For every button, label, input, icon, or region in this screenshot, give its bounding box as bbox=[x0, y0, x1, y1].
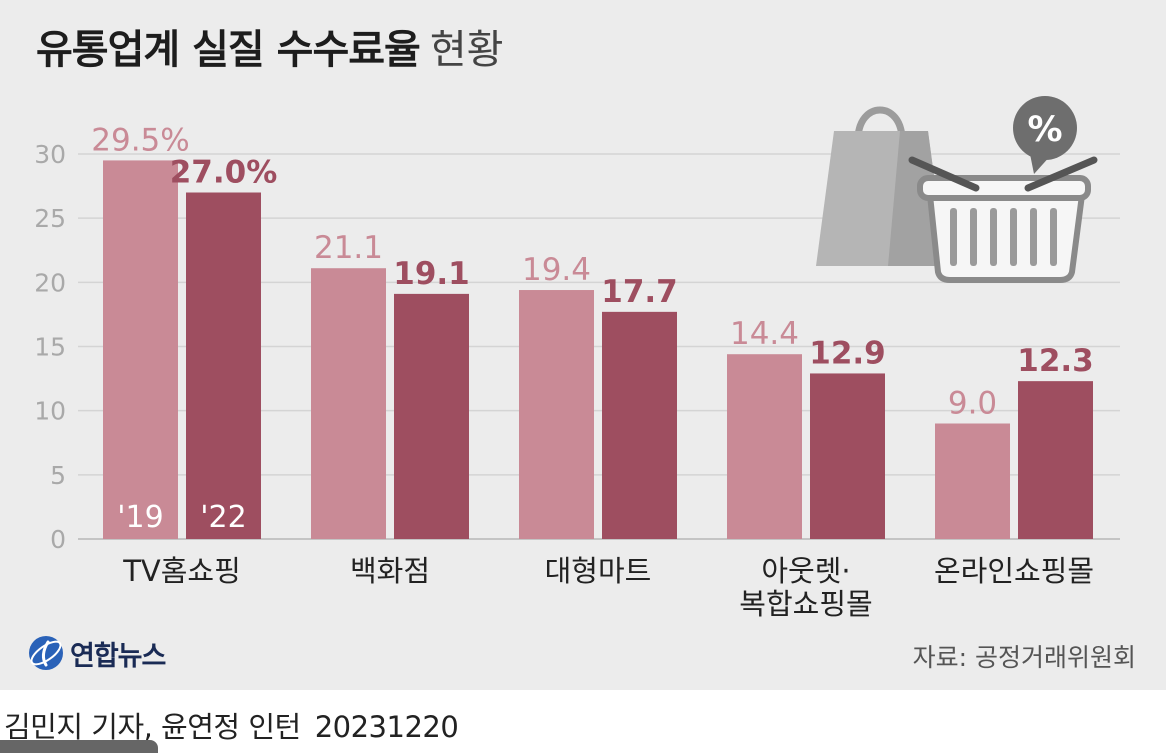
chart-title: 유통업계 실질 수수료율 현황 bbox=[36, 26, 503, 74]
bar-0-1 bbox=[311, 268, 386, 539]
legend-label: '22 bbox=[200, 500, 246, 535]
shopping-illustration: % bbox=[816, 96, 1098, 283]
x-category-label: 대형마트 bbox=[545, 554, 652, 588]
data-label: 19.4 bbox=[522, 252, 591, 288]
data-label: 21.1 bbox=[314, 230, 383, 266]
data-label: 19.1 bbox=[393, 256, 470, 292]
logo-text: 연합뉴스 bbox=[70, 640, 166, 672]
title-main: 유통업계 실질 수수료율 bbox=[36, 27, 421, 73]
y-tick-label: 5 bbox=[50, 461, 66, 490]
x-category-label: 온라인쇼핑몰 bbox=[934, 554, 1094, 588]
data-label: 27.0% bbox=[170, 155, 278, 191]
byline: 김민지 기자, 윤연정 인턴 20231220 bbox=[4, 704, 459, 746]
x-category-label: 백화점 bbox=[350, 554, 430, 588]
x-axis-labels: TV홈쇼핑 백화점 대형마트 아웃렛·복합쇼핑몰 온라인쇼핑몰 bbox=[122, 554, 1094, 621]
x-category-label: 아웃렛· bbox=[761, 554, 850, 588]
legend: '19 '22 bbox=[117, 500, 246, 535]
data-label: 12.3 bbox=[1017, 343, 1094, 379]
basket-rim bbox=[917, 175, 1091, 201]
data-labels: 29.5%27.0% 21.1 19.1 19.4 17.7 14.4 12.9 9.0 12.… bbox=[91, 122, 1093, 421]
x-category-label: TV홈쇼핑 bbox=[122, 554, 241, 588]
x-category-label: 복합쇼핑몰 bbox=[739, 587, 872, 621]
y-axis-ticks: 0 5 10 15 20 25 30 bbox=[34, 140, 66, 554]
badge-text: % bbox=[1027, 110, 1062, 150]
bar-0-4 bbox=[935, 423, 1010, 539]
bars bbox=[103, 160, 1093, 539]
legend-label: '19 bbox=[117, 500, 163, 535]
basket-body bbox=[926, 192, 1086, 283]
bar-0-3 bbox=[727, 354, 802, 539]
y-tick-label: 15 bbox=[34, 333, 66, 362]
badge-circle bbox=[1013, 96, 1077, 160]
byline-credit: 김민지 기자, 윤연정 인턴 bbox=[4, 710, 301, 744]
y-tick-label: 30 bbox=[34, 140, 66, 169]
y-tick-label: 0 bbox=[50, 525, 66, 554]
bar-0-2 bbox=[519, 290, 594, 539]
data-label: 17.7 bbox=[601, 274, 678, 310]
source-note: 자료: 공정거래위원회 bbox=[912, 643, 1136, 672]
shopping-basket-icon bbox=[908, 156, 1098, 283]
percent-badge-icon: % bbox=[1013, 96, 1077, 174]
title-sub: 현황 bbox=[429, 27, 504, 73]
basket-slats bbox=[950, 208, 1057, 266]
yonhap-globe-icon bbox=[29, 636, 63, 670]
infographic-card: 유통업계 실질 수수료율 현황 0 5 10 15 20 25 30 % bbox=[0, 0, 1166, 690]
yonhap-logo: 연합뉴스 bbox=[26, 628, 166, 678]
bar-1-1 bbox=[394, 293, 469, 539]
bag-handle bbox=[854, 106, 906, 141]
basket-handle-right bbox=[1024, 156, 1098, 192]
bar-0-0 bbox=[103, 160, 178, 539]
bar-1-3 bbox=[810, 373, 885, 539]
data-label: 12.9 bbox=[809, 335, 886, 371]
bar-1-0 bbox=[186, 192, 261, 539]
data-label: 14.4 bbox=[730, 316, 799, 352]
y-tick-label: 25 bbox=[34, 204, 66, 233]
bar-1-4 bbox=[1018, 381, 1093, 539]
data-label: 29.5% bbox=[91, 122, 189, 158]
bar-chart: 0 5 10 15 20 25 30 % bbox=[34, 96, 1120, 621]
y-tick-label: 20 bbox=[34, 268, 66, 297]
y-tick-label: 10 bbox=[34, 397, 66, 426]
bar-1-2 bbox=[602, 311, 677, 539]
byline-date: 20231220 bbox=[314, 710, 459, 744]
corner-tab bbox=[0, 740, 158, 753]
basket-handle-left bbox=[908, 156, 980, 192]
data-label: 9.0 bbox=[948, 386, 997, 422]
